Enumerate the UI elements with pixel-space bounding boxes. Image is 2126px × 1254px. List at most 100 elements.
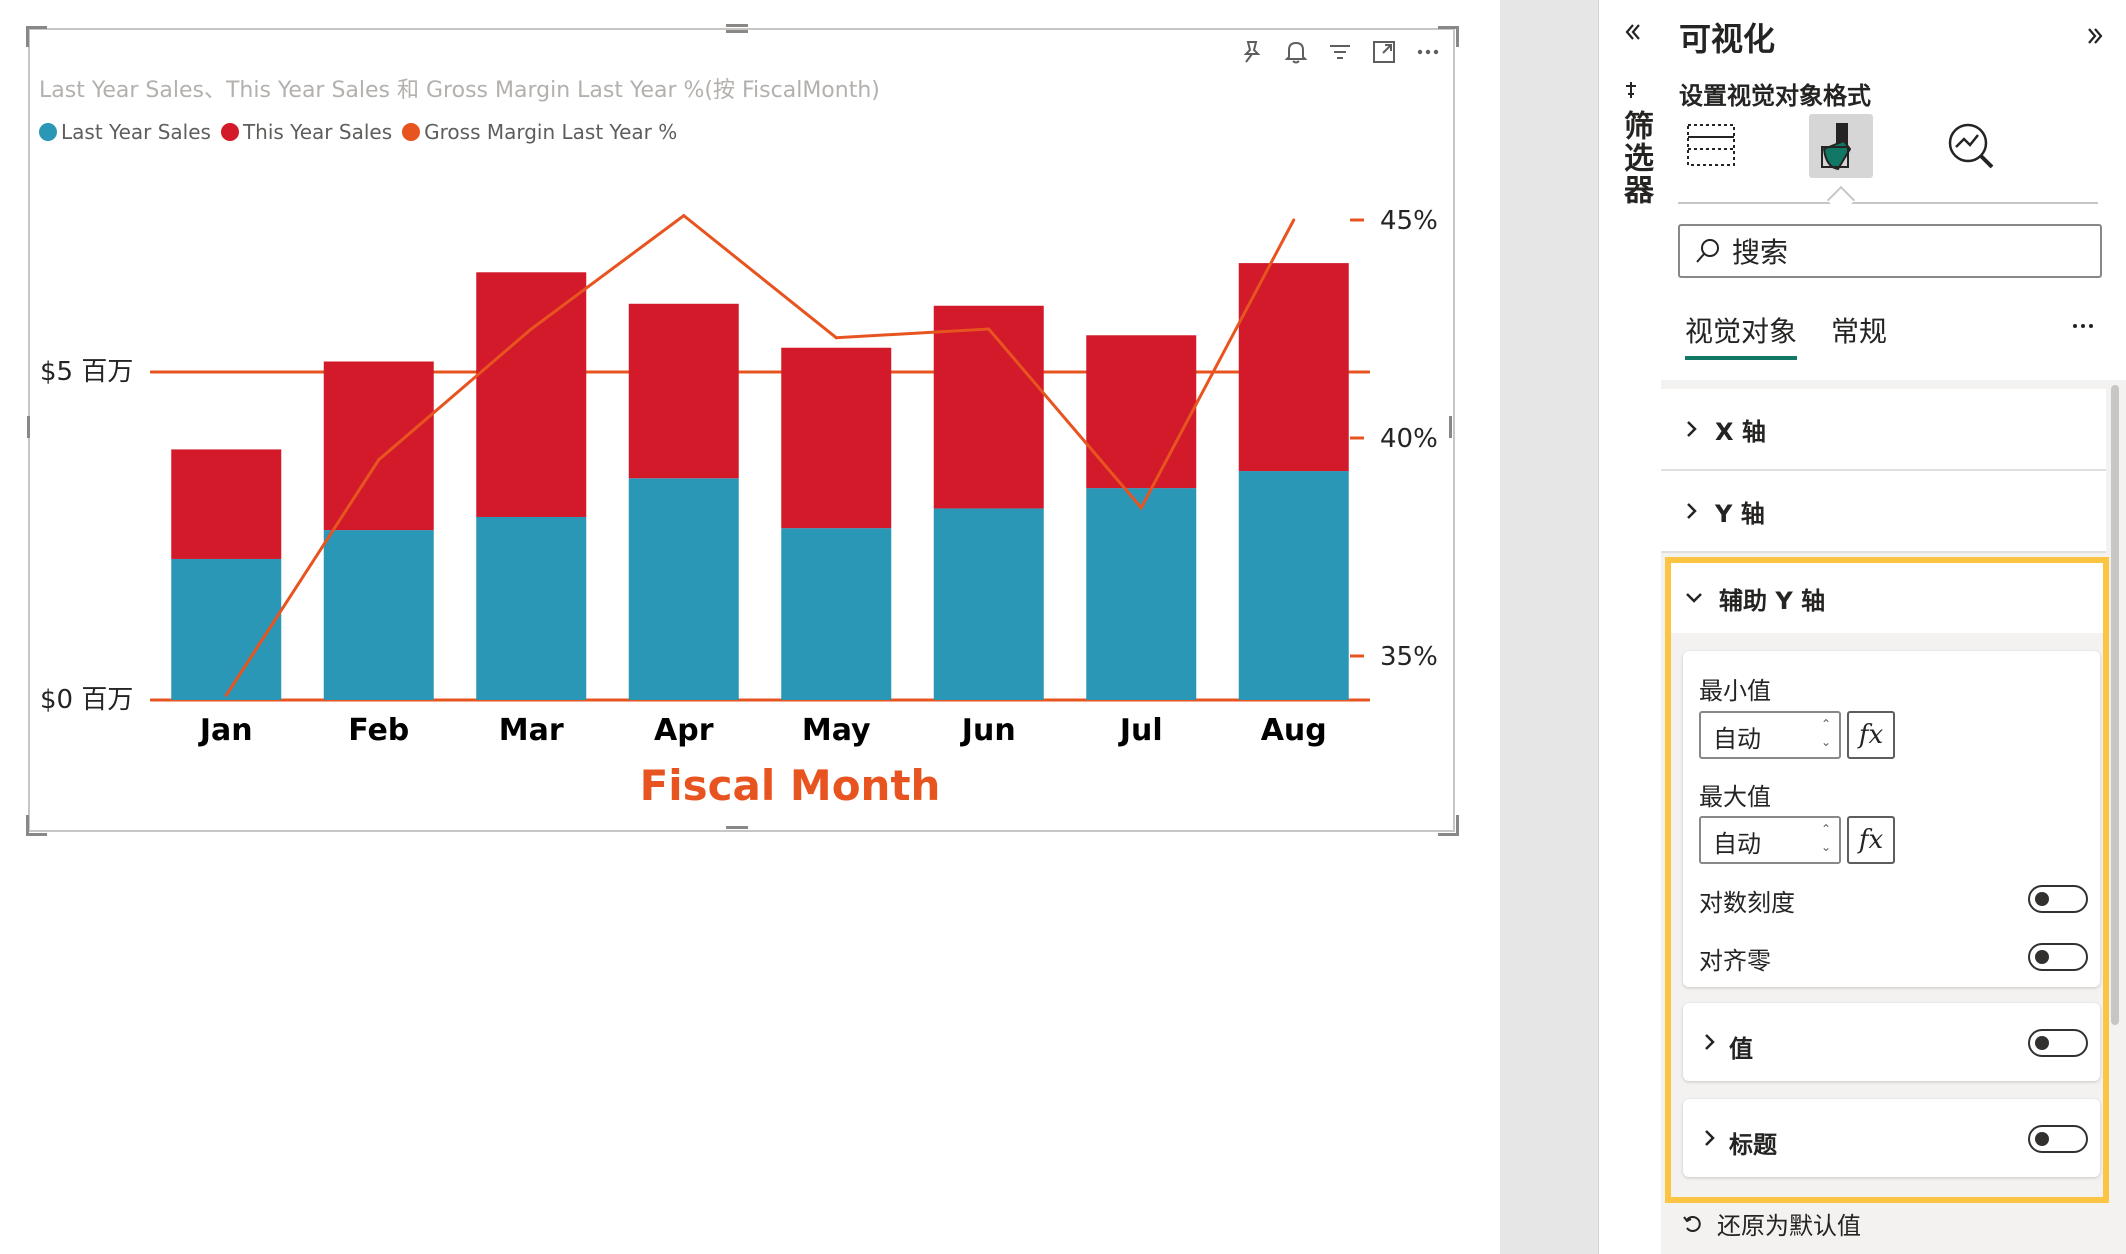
bar-feb-series-0 [323, 530, 434, 700]
spin-arrows-icon[interactable]: ⌃ ⌄ [1820, 717, 1831, 749]
filter-icon[interactable] [1324, 36, 1356, 68]
resize-handle-top-right[interactable] [1438, 26, 1459, 47]
y2-tick-label-1: 40% [1380, 424, 1438, 454]
legend-label: Last Year Sales [61, 120, 211, 144]
chevron-down-icon [1686, 593, 1702, 603]
max-value-fx-button[interactable]: fx [1847, 816, 1895, 864]
secondary-y-axis-card: 最小值 自动 ⌃ ⌄ fx 最大值 自动 ⌃ ⌄ fx 对数刻度 对齐零 [1683, 651, 2100, 987]
y2-tick-label-0: 35% [1380, 642, 1438, 672]
section-label: 辅助 Y 轴 [1719, 586, 1826, 615]
legend-item-gross-margin[interactable]: Gross Margin Last Year % [402, 120, 677, 144]
min-value-input[interactable]: 自动 ⌃ ⌄ [1699, 711, 1841, 759]
values-card[interactable]: 值 [1683, 1003, 2100, 1081]
chevron-right-icon [1687, 421, 1697, 437]
legend-swatch [220, 123, 239, 141]
focus-mode-icon[interactable] [1368, 36, 1400, 68]
resize-handle-right[interactable] [1449, 416, 1452, 438]
bell-icon[interactable] [1280, 36, 1312, 68]
max-value-text: 自动 [1713, 830, 1761, 858]
legend-item-this-year-sales[interactable]: This Year Sales [220, 120, 393, 144]
chart-legend: Last Year Sales This Year Sales Gross Ma… [39, 120, 677, 144]
section-label: Y 轴 [1715, 499, 1765, 528]
pin-icon[interactable] [1236, 36, 1268, 68]
expand-filters-icon[interactable] [1617, 18, 1645, 50]
legend-label: Gross Margin Last Year % [424, 120, 678, 144]
toggle-knob [2035, 950, 2049, 964]
chart-title: Last Year Sales、This Year Sales 和 Gross … [39, 78, 880, 103]
format-visual-subtitle: 设置视觉对象格式 [1679, 82, 1871, 110]
bar-jul-series-0 [1086, 488, 1197, 700]
collapse-viz-pane-icon[interactable] [2081, 22, 2109, 54]
log-scale-toggle[interactable] [2028, 885, 2088, 913]
more-options-icon[interactable] [2071, 318, 2099, 337]
x-tick-label-mar: Mar [499, 713, 564, 748]
filters-pane-collapsed[interactable]: 筛选器 [1598, 0, 1662, 1254]
x-axis-title: Fiscal Month [640, 761, 941, 810]
line-point-jun [987, 327, 991, 331]
secondary-y-axis-highlight: 辅助 Y 轴 最小值 自动 ⌃ ⌄ fx 最大值 自动 ⌃ ⌄ fx 对数刻度 对齐… [1665, 557, 2109, 1203]
viz-pane-scrollbar[interactable] [2111, 385, 2119, 1025]
x-tick-label-may: May [802, 713, 871, 748]
visualizations-pane: 可视化 设置视觉对象格式 搜索 视觉对象 常规 [1661, 0, 2126, 1254]
title-card[interactable]: 标题 [1683, 1099, 2100, 1177]
line-point-mar [529, 327, 533, 331]
legend-label: This Year Sales [242, 120, 393, 144]
y-tick-label-0: $0 百万 [40, 685, 133, 715]
section-x-axis[interactable]: X 轴 [1661, 389, 2106, 471]
tab-active-underline [1685, 356, 1797, 360]
visual-header [1230, 34, 1450, 70]
title-toggle[interactable] [2028, 1125, 2088, 1153]
more-options-icon[interactable] [1412, 36, 1444, 68]
search-input[interactable]: 搜索 [1678, 224, 2102, 278]
line-point-may [834, 336, 838, 340]
bar-apr-series-1 [628, 303, 739, 479]
analytics-icon[interactable] [1939, 114, 2003, 178]
x-tick-label-jan: Jan [198, 713, 253, 748]
tab-general[interactable]: 常规 [1831, 310, 1887, 350]
line-point-jan [224, 693, 228, 697]
reset-to-default-button[interactable]: 还原为默认值 [1683, 1206, 1861, 1241]
log-scale-label: 对数刻度 [1699, 889, 1795, 917]
bar-jun-series-1 [933, 305, 1044, 509]
build-visual-icon[interactable] [1679, 114, 1743, 178]
max-value-input[interactable]: 自动 ⌃ ⌄ [1699, 816, 1841, 864]
section-secondary-y-axis-header[interactable]: 辅助 Y 轴 [1671, 563, 2103, 633]
bar-apr-series-0 [628, 478, 739, 700]
tab-general-label: 常规 [1831, 315, 1888, 348]
values-toggle[interactable] [2028, 1029, 2088, 1057]
tab-visual[interactable]: 视觉对象 [1685, 310, 1797, 360]
align-zero-toggle[interactable] [2028, 943, 2088, 971]
bar-mar-series-0 [476, 516, 587, 700]
bar-mar-series-1 [476, 272, 587, 517]
spin-arrows-icon[interactable]: ⌃ ⌄ [1820, 822, 1831, 854]
line-point-apr [682, 214, 686, 218]
filter-funnel-icon [1621, 80, 1641, 104]
bar-aug-series-1 [1238, 263, 1349, 472]
toggle-knob [2035, 1132, 2049, 1146]
filters-pane-label[interactable]: 筛选器 [1618, 110, 1653, 206]
resize-handle-bottom-left[interactable] [26, 815, 47, 836]
drag-handle-top[interactable] [726, 24, 748, 27]
values-card-label: 值 [1729, 1035, 1753, 1063]
max-value-label: 最大值 [1699, 783, 1771, 811]
resize-handle-bottom-right[interactable] [1438, 815, 1459, 836]
y-tick-label-1: $5 百万 [40, 357, 133, 387]
pane-gap [1500, 0, 1598, 1254]
min-value-fx-button[interactable]: fx [1847, 711, 1895, 759]
section-y-axis[interactable]: Y 轴 [1661, 471, 2106, 553]
chevron-right-icon [1705, 1130, 1715, 1146]
toggle-knob [2035, 1036, 2049, 1050]
legend-swatch [402, 123, 421, 141]
viz-pane-title: 可视化 [1679, 20, 1776, 58]
format-visual-icon[interactable] [1809, 114, 1873, 178]
bar-jan-series-1 [171, 449, 282, 559]
resize-handle-bottom[interactable] [726, 826, 748, 829]
resize-handle-top-left[interactable] [26, 26, 47, 47]
combo-chart-visual[interactable]: Last Year Sales、This Year Sales 和 Gross … [28, 28, 1455, 832]
legend-item-last-year-sales[interactable]: Last Year Sales [39, 120, 211, 144]
resize-handle-left[interactable] [27, 416, 30, 438]
drag-handle-top-2[interactable] [726, 30, 748, 33]
chart-plot: $0 百万 $5 百万 35% 40% 45% Jan Feb Mar Apr May Jun Jul… [40, 206, 1438, 810]
x-tick-label-jun: Jun [960, 713, 1016, 748]
bar-jun-series-0 [933, 508, 1044, 700]
